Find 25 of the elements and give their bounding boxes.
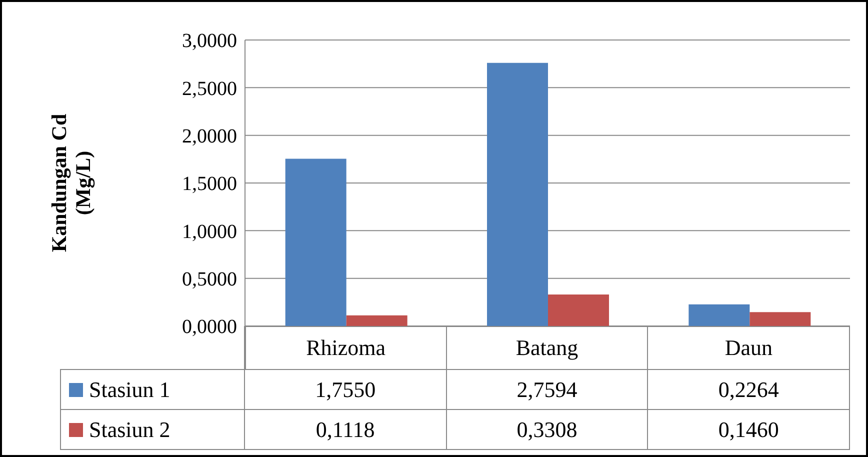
data-label: 0,3308 <box>446 410 648 450</box>
data-label: 1,7550 <box>245 370 447 410</box>
x-tick-label: Rhizoma <box>245 326 447 370</box>
legend-label: Stasiun 1 <box>89 376 170 402</box>
y-tick-label: 2,0000 <box>182 125 237 148</box>
x-tick-label: Daun <box>648 326 850 370</box>
legend-label: Stasiun 2 <box>89 416 170 442</box>
y-tick-label: 2,5000 <box>182 78 237 100</box>
bar <box>688 304 750 326</box>
bar <box>487 62 548 326</box>
bar <box>346 315 408 326</box>
y-tick-label: 1,5000 <box>182 173 237 196</box>
bar <box>285 158 346 326</box>
y-tick-label: 0,0000 <box>182 316 237 338</box>
y-tick-label: 1,0000 <box>182 220 237 243</box>
y-tick-label: 0,5000 <box>182 268 237 290</box>
y-axis-title: Kandungan Cd (Mg/L) <box>47 114 95 252</box>
y-tick-label: 3,0000 <box>182 30 237 52</box>
data-label: 2,7594 <box>446 370 648 410</box>
bar <box>548 294 609 326</box>
data-label: 0,1118 <box>245 410 447 450</box>
bar <box>750 312 811 326</box>
x-tick-label: Batang <box>446 326 648 370</box>
data-label: 0,1460 <box>648 410 850 450</box>
data-label: 0,2264 <box>648 370 850 410</box>
